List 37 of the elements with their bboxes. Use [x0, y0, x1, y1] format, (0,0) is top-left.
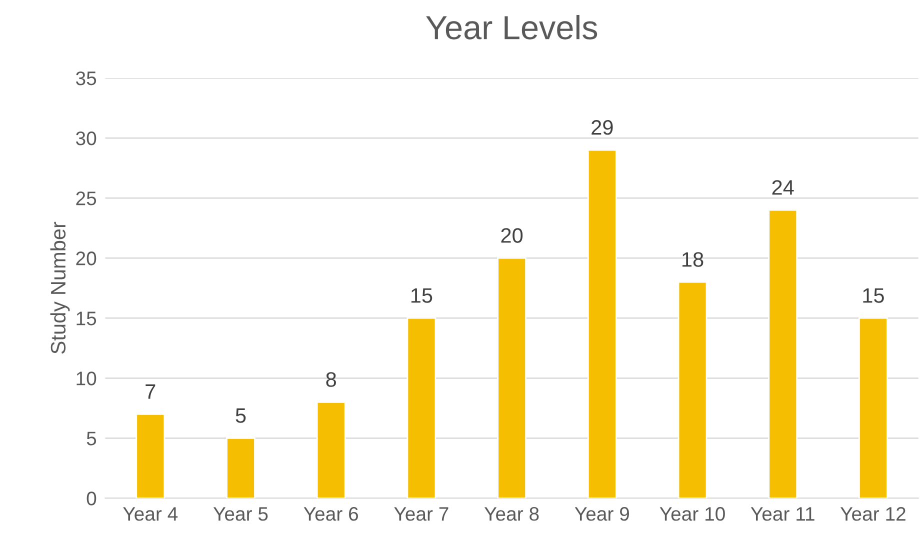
x-tick-label: Year 4 — [123, 507, 178, 521]
data-label: 29 — [592, 120, 613, 135]
data-label: 15 — [863, 288, 884, 303]
data-label: 7 — [146, 384, 156, 399]
x-tick-label: Year 11 — [750, 507, 814, 521]
bar — [226, 437, 256, 498]
data-label: 18 — [682, 252, 704, 267]
x-tick-label: Year 6 — [304, 507, 358, 521]
y-tick-label: 15 — [76, 312, 96, 326]
y-tick-label: 20 — [76, 252, 96, 266]
bar — [858, 317, 888, 498]
x-tick-label: Year 8 — [484, 507, 539, 521]
y-axis-title: Study Number — [50, 222, 70, 354]
data-label: 15 — [411, 288, 432, 303]
bar — [768, 209, 798, 498]
x-tick-label: Year 7 — [394, 507, 448, 521]
x-tick-label: Year 5 — [213, 507, 268, 521]
data-label: 5 — [236, 408, 246, 423]
y-tick-label: 30 — [76, 132, 96, 146]
bar — [136, 413, 166, 498]
data-label: 8 — [326, 372, 336, 387]
bar — [678, 281, 708, 498]
bar — [497, 257, 527, 498]
x-tick-label: Year 9 — [574, 507, 629, 521]
y-tick-label: 10 — [76, 372, 96, 386]
bar — [587, 149, 617, 498]
data-label: 20 — [501, 228, 523, 243]
data-label: 24 — [772, 180, 794, 195]
y-tick-label: 0 — [86, 492, 96, 506]
y-tick-label: 5 — [86, 432, 96, 446]
x-tick-label: Year 12 — [840, 507, 906, 521]
y-tick-label: 25 — [76, 192, 96, 206]
y-tick-label: 35 — [76, 71, 96, 86]
bar — [316, 401, 346, 498]
bar — [406, 317, 436, 498]
chart-title: Year Levels — [426, 14, 598, 40]
x-tick-label: Year 10 — [660, 507, 725, 521]
